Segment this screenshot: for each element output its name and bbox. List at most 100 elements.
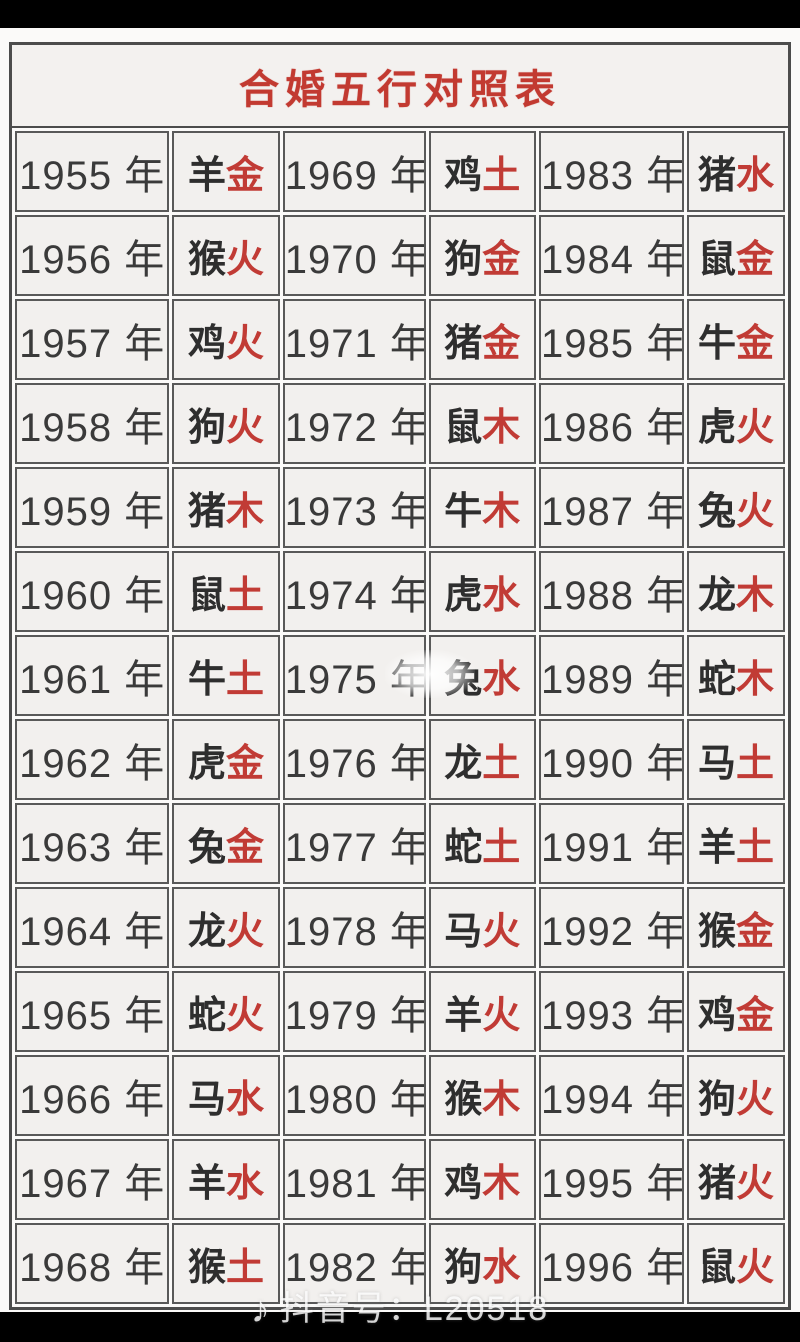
year-cell: 1965 年	[15, 971, 170, 1052]
table-title-row: 合婚五行对照表	[12, 45, 788, 128]
zodiac-animal: 鼠	[697, 1247, 736, 1289]
zodiac-animal: 鼠	[444, 407, 483, 449]
watermark-text: 抖音号：L20518	[279, 1290, 550, 1328]
zodiac-animal: 猪	[444, 323, 483, 365]
five-element: 水	[226, 1163, 265, 1205]
year-cell: 1995 年	[539, 1139, 684, 1220]
animal-element-cell: 鸡木	[428, 1139, 536, 1220]
animal-element-cell: 蛇土	[428, 803, 536, 884]
year-cell: 1990 年	[539, 719, 684, 800]
five-element: 水	[482, 575, 521, 617]
table-row: 1963 年兔金 1977 年蛇土 1991 年羊土	[15, 803, 785, 884]
zodiac-animal: 猪	[697, 1163, 736, 1205]
zodiac-animal: 牛	[188, 659, 227, 701]
animal-element-cell: 猪木	[172, 467, 280, 548]
zodiac-animal: 狗	[188, 407, 227, 449]
five-element: 水	[482, 1247, 521, 1289]
five-element: 木	[482, 1079, 521, 1121]
zodiac-animal: 狗	[697, 1079, 736, 1121]
five-element: 土	[735, 743, 774, 785]
table-row: 1962 年虎金 1976 年龙土 1990 年马土	[15, 719, 785, 800]
animal-element-cell: 鸡土	[428, 131, 536, 212]
five-element: 火	[735, 1163, 774, 1205]
year-cell: 1962 年	[15, 719, 170, 800]
year-cell: 1983 年	[539, 131, 684, 212]
five-element: 火	[735, 1247, 774, 1289]
year-cell: 1959 年	[15, 467, 170, 548]
year-cell: 1980 年	[282, 1055, 426, 1136]
animal-element-cell: 蛇火	[172, 971, 280, 1052]
animal-element-cell: 龙火	[172, 887, 280, 968]
animal-element-cell: 猴火	[172, 215, 280, 296]
five-element: 火	[226, 239, 265, 281]
animal-element-cell: 兔水	[428, 635, 536, 716]
table-row: 1968 年猴土 1982 年狗水 1996 年鼠火	[15, 1223, 785, 1304]
animal-element-cell: 狗水	[428, 1223, 536, 1304]
animal-element-cell: 蛇木	[686, 635, 785, 716]
five-element: 金	[735, 323, 774, 365]
five-element: 土	[482, 743, 521, 785]
year-cell: 1991 年	[539, 803, 684, 884]
five-element: 火	[735, 407, 774, 449]
animal-element-cell: 牛金	[686, 299, 785, 380]
zodiac-animal: 鸡	[188, 323, 227, 365]
table-row: 1966 年马水 1980 年猴木 1994 年狗火	[15, 1055, 785, 1136]
animal-element-cell: 鸡金	[686, 971, 785, 1052]
zodiac-animal: 牛	[444, 491, 483, 533]
table-row: 1964 年龙火 1978 年马火 1992 年猴金	[15, 887, 785, 968]
five-element: 火	[482, 995, 521, 1037]
animal-element-cell: 鸡火	[172, 299, 280, 380]
year-cell: 1979 年	[282, 971, 426, 1052]
animal-element-cell: 虎水	[428, 551, 536, 632]
animal-element-cell: 羊土	[686, 803, 785, 884]
five-element: 土	[226, 659, 265, 701]
year-cell: 1960 年	[15, 551, 170, 632]
table-row: 1959 年猪木 1973 年牛木 1987 年兔火	[15, 467, 785, 548]
zodiac-animal: 虎	[697, 407, 736, 449]
year-cell: 1986 年	[539, 383, 684, 464]
five-element: 火	[226, 911, 265, 953]
animal-element-cell: 兔金	[172, 803, 280, 884]
year-cell: 1992 年	[539, 887, 684, 968]
animal-element-cell: 龙木	[686, 551, 785, 632]
zodiac-animal: 鸡	[444, 155, 483, 197]
animal-element-cell: 鼠木	[428, 383, 536, 464]
zodiac-animal: 羊	[188, 155, 227, 197]
zodiac-five-elements-table: 合婚五行对照表 1955 年羊金 1969 年鸡土 1983 年猪水 1956 年猴火…	[9, 42, 791, 1310]
zodiac-animal: 猪	[188, 491, 227, 533]
five-element: 火	[735, 1079, 774, 1121]
table-row: 1956 年猴火 1970 年狗金 1984 年鼠金	[15, 215, 785, 296]
zodiac-animal: 猴	[444, 1079, 483, 1121]
table-row: 1955 年羊金 1969 年鸡土 1983 年猪水	[15, 131, 785, 212]
animal-element-cell: 牛木	[428, 467, 536, 548]
five-element: 金	[735, 911, 774, 953]
five-element: 水	[482, 659, 521, 701]
zodiac-animal: 龙	[444, 743, 483, 785]
animal-element-cell: 猴土	[172, 1223, 280, 1304]
animal-element-cell: 虎金	[172, 719, 280, 800]
zodiac-animal: 狗	[444, 239, 483, 281]
zodiac-animal: 鼠	[188, 575, 227, 617]
animal-element-cell: 猴木	[428, 1055, 536, 1136]
zodiac-animal: 猴	[188, 1247, 227, 1289]
year-cell: 1971 年	[282, 299, 426, 380]
zodiac-animal: 猴	[188, 239, 227, 281]
year-cell: 1958 年	[15, 383, 170, 464]
five-element: 木	[482, 407, 521, 449]
year-cell: 1978 年	[282, 887, 426, 968]
table-row: 1961 年牛土 1975 年兔水 1989 年蛇木	[15, 635, 785, 716]
zodiac-animal: 马	[444, 911, 483, 953]
animal-element-cell: 兔火	[686, 467, 785, 548]
year-cell: 1993 年	[539, 971, 684, 1052]
zodiac-animal: 龙	[188, 911, 227, 953]
five-element: 木	[226, 491, 265, 533]
five-element: 火	[735, 491, 774, 533]
zodiac-animal: 羊	[188, 1163, 227, 1205]
five-element: 木	[482, 1163, 521, 1205]
five-element: 土	[482, 827, 521, 869]
zodiac-animal: 虎	[444, 575, 483, 617]
five-element: 水	[735, 155, 774, 197]
year-cell: 1966 年	[15, 1055, 170, 1136]
five-element: 土	[482, 155, 521, 197]
